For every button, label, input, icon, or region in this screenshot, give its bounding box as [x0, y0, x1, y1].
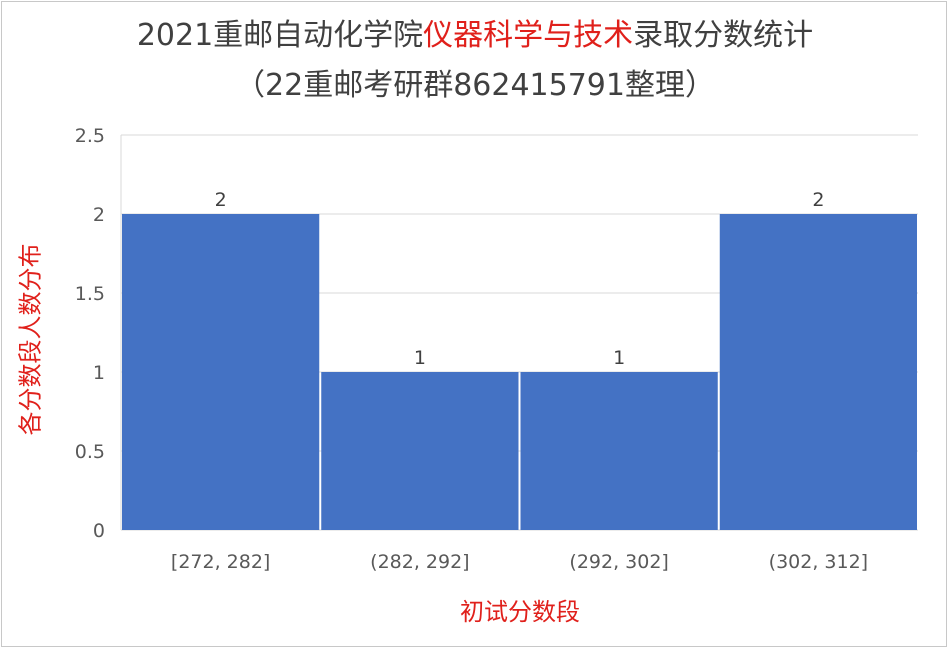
chart-title: 2021重邮自动化学院仪器科学与技术录取分数统计: [0, 16, 950, 56]
x-tick-label: (292, 302]: [569, 551, 668, 573]
data-label: 2: [215, 189, 227, 211]
bar: [719, 214, 917, 530]
x-tick-label: (282, 292]: [370, 551, 469, 573]
data-label: 1: [414, 347, 426, 369]
y-tick-label: 0: [93, 520, 105, 542]
bar: [321, 372, 519, 530]
y-tick-label: 1: [93, 362, 105, 384]
bar: [122, 214, 320, 530]
chart-subtitle: （22重邮考研群862415791整理）: [235, 68, 715, 103]
x-axis-label: 初试分数段: [460, 598, 580, 626]
data-label: 1: [613, 347, 625, 369]
x-tick-label: [272, 282]: [171, 551, 270, 573]
title-prefix: 2021重邮自动化学院: [136, 18, 424, 53]
y-tick-label: 1.5: [75, 283, 105, 305]
bar: [520, 372, 718, 530]
title-highlight: 仪器科学与技术: [423, 18, 634, 53]
y-tick-label: 2.5: [75, 125, 105, 147]
y-tick-label: 0.5: [75, 441, 105, 463]
data-label: 2: [812, 189, 824, 211]
y-tick-label: 2: [93, 204, 105, 226]
x-tick-label: (302, 312]: [769, 551, 868, 573]
title-suffix: 录取分数统计: [633, 18, 814, 53]
